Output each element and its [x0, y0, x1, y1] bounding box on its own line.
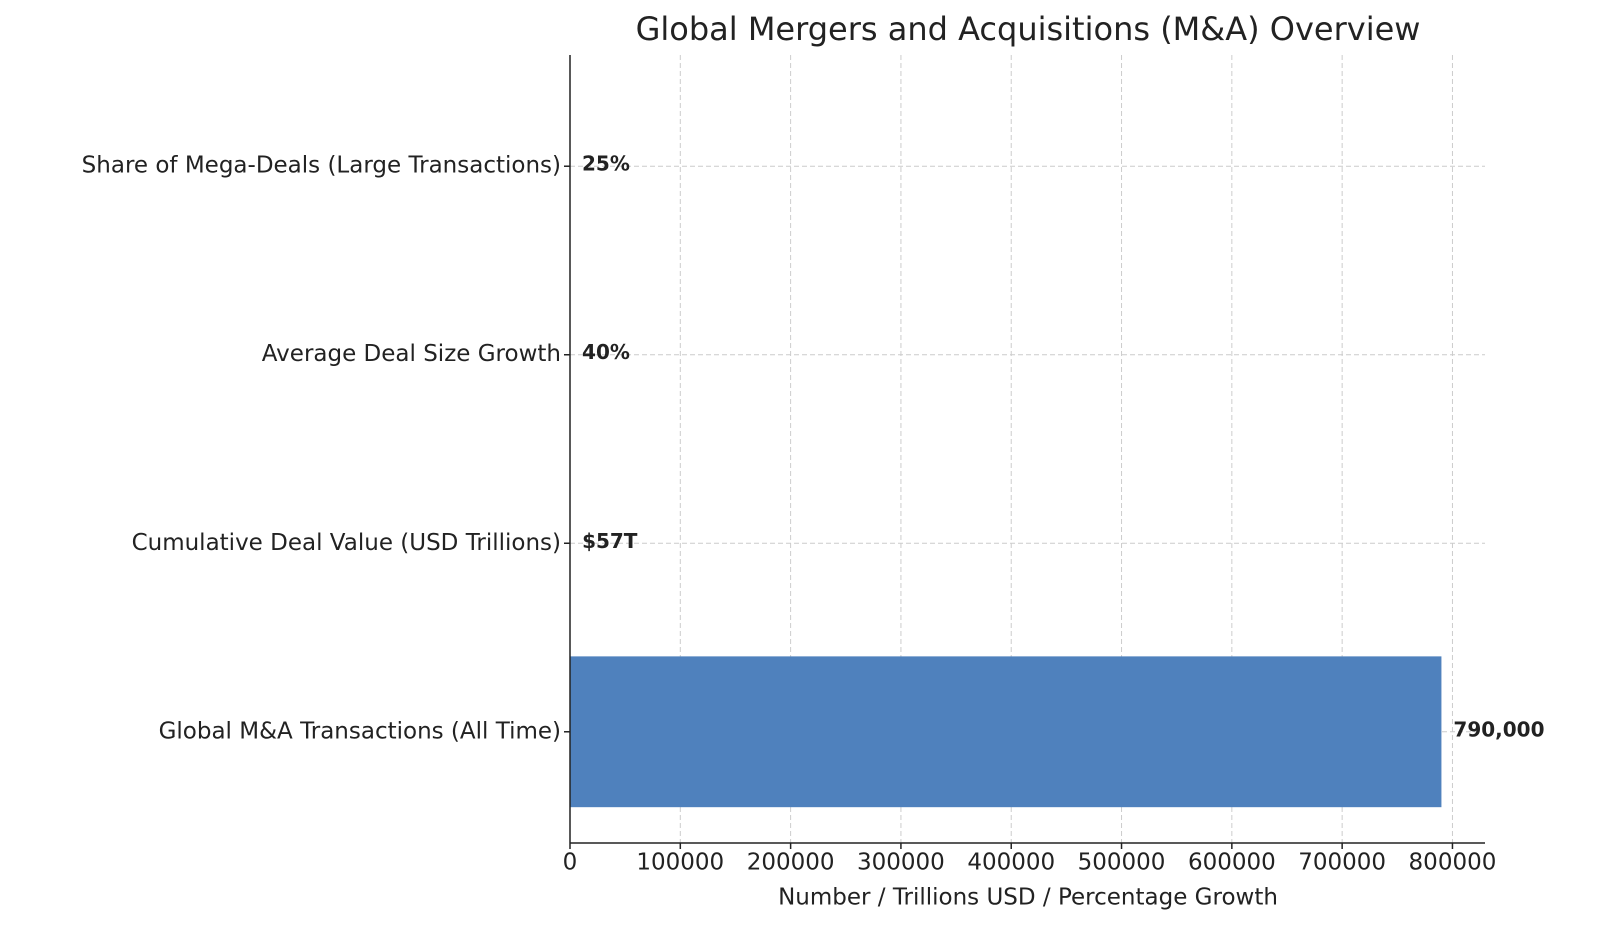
bar [570, 656, 1442, 808]
x-tick-label: 500000 [1078, 850, 1166, 876]
x-tick-label: 300000 [857, 850, 945, 876]
value-label: 40% [582, 340, 630, 364]
y-tick-label: Cumulative Deal Value (USD Trillions) [132, 530, 561, 556]
value-label: 790,000 [1453, 717, 1544, 741]
x-tick-label: 0 [563, 850, 578, 876]
x-tick-label: 800000 [1409, 850, 1497, 876]
x-tick-label: 100000 [636, 850, 724, 876]
x-tick-label: 200000 [747, 850, 835, 876]
value-label: $57T [582, 529, 638, 553]
y-tick-label: Average Deal Size Growth [262, 341, 561, 367]
y-tick-label: Global M&A Transactions (All Time) [159, 718, 561, 744]
value-label: 25% [582, 152, 630, 176]
chart-title: Global Mergers and Acquisitions (M&A) Ov… [636, 10, 1421, 48]
x-axis-label: Number / Trillions USD / Percentage Grow… [778, 885, 1278, 911]
x-tick-label: 400000 [967, 850, 1055, 876]
x-tick-label: 700000 [1298, 850, 1386, 876]
y-tick-label: Share of Mega-Deals (Large Transactions) [82, 153, 561, 179]
x-tick-label: 600000 [1188, 850, 1276, 876]
